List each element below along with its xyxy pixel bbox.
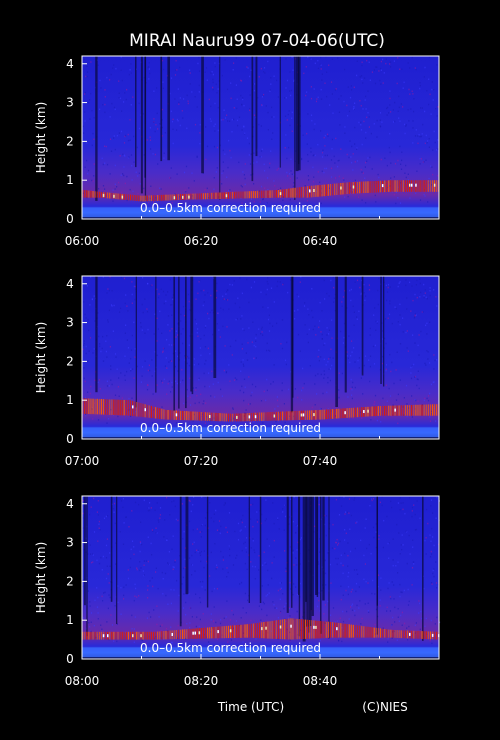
- cloud-layer: [82, 180, 440, 202]
- y-tick-label: 2: [66, 574, 74, 588]
- y-tick-label: 1: [66, 613, 74, 627]
- y-tick-label: 1: [66, 173, 74, 187]
- surface-band: [82, 647, 439, 658]
- surface-band: [82, 207, 439, 218]
- cloud-layer: [82, 618, 440, 640]
- heatmap-noise: [82, 276, 440, 425]
- heatmap-streaks: [95, 56, 301, 201]
- y-tick-label: 0: [66, 652, 74, 666]
- y-tick-label: 3: [66, 96, 74, 110]
- x-axis-title: Time (UTC): [217, 700, 284, 714]
- x-tick-label: 08:00: [65, 674, 100, 688]
- x-tick-label: 07:20: [184, 454, 219, 468]
- y-tick-label: 2: [66, 354, 74, 368]
- x-tick-label: 07:40: [303, 454, 338, 468]
- y-axis-label: Height (km): [34, 542, 48, 613]
- cloud-layer: [82, 398, 440, 422]
- y-tick-label: 4: [66, 57, 74, 71]
- x-tick-label: 06:00: [65, 234, 100, 248]
- y-tick-label: 3: [66, 316, 74, 330]
- correction-note: 0.0–0.5km correction required: [140, 421, 321, 435]
- chart-panel-2: 0 1 2 3 4 Height (km) 07:00 07:20 07:40 0.0–0.5km…: [34, 275, 440, 468]
- heatmap-streaks: [84, 496, 424, 642]
- y-tick-label: 0: [66, 432, 74, 446]
- y-tick-label: 3: [66, 536, 74, 550]
- y-axis-label: Height (km): [34, 322, 48, 393]
- surface-band: [82, 427, 439, 438]
- x-tick-label: 07:00: [65, 454, 100, 468]
- chart-panel-3: 0 1 2 3 4 Height (km) 08:00 08:20 08:40 0.0–0.5km…: [34, 495, 441, 688]
- x-tick-label: 08:40: [303, 674, 338, 688]
- y-tick-label: 1: [66, 393, 74, 407]
- panels: 0 1 2 3 4 Height (km) 06:00 06:20 06:40 0.0–0.5km…: [34, 55, 441, 688]
- y-tick-label: 4: [66, 497, 74, 511]
- correction-note: 0.0–0.5km correction required: [140, 641, 321, 655]
- credit-label: (C)NIES: [362, 700, 407, 714]
- y-tick-label: 4: [66, 277, 74, 291]
- y-tick-label: 0: [66, 212, 74, 226]
- x-tick-label: 06:40: [303, 234, 338, 248]
- chart-panel-1: 0 1 2 3 4 Height (km) 06:00 06:20 06:40 0.0–0.5km…: [34, 55, 440, 248]
- y-tick-label: 2: [66, 134, 74, 148]
- figure-title: MIRAI Nauru99 07-04-06(UTC): [129, 31, 385, 51]
- heatmap-streaks: [95, 276, 385, 413]
- y-axis-label: Height (km): [34, 102, 48, 173]
- x-tick-label: 08:20: [184, 674, 219, 688]
- x-tick-label: 06:20: [184, 234, 219, 248]
- correction-note: 0.0–0.5km correction required: [140, 201, 321, 215]
